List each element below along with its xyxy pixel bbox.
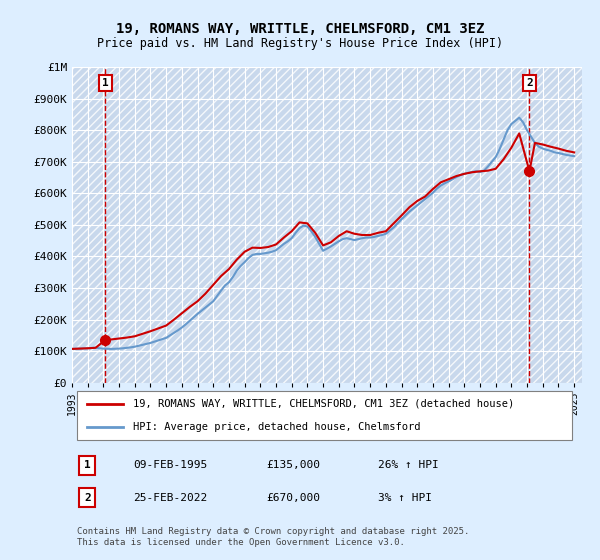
- Text: 2: 2: [526, 78, 533, 88]
- Text: 19, ROMANS WAY, WRITTLE, CHELMSFORD, CM1 3EZ: 19, ROMANS WAY, WRITTLE, CHELMSFORD, CM1…: [116, 22, 484, 36]
- Text: Contains HM Land Registry data © Crown copyright and database right 2025.
This d: Contains HM Land Registry data © Crown c…: [77, 527, 469, 547]
- Text: 1: 1: [84, 460, 91, 470]
- Text: 3% ↑ HPI: 3% ↑ HPI: [378, 493, 432, 503]
- Text: £135,000: £135,000: [266, 460, 320, 470]
- FancyBboxPatch shape: [77, 391, 572, 440]
- Text: 2: 2: [84, 493, 91, 503]
- Text: 09-FEB-1995: 09-FEB-1995: [133, 460, 208, 470]
- Text: 19, ROMANS WAY, WRITTLE, CHELMSFORD, CM1 3EZ (detached house): 19, ROMANS WAY, WRITTLE, CHELMSFORD, CM1…: [133, 399, 514, 409]
- Text: £670,000: £670,000: [266, 493, 320, 503]
- Text: Price paid vs. HM Land Registry's House Price Index (HPI): Price paid vs. HM Land Registry's House …: [97, 38, 503, 50]
- Text: HPI: Average price, detached house, Chelmsford: HPI: Average price, detached house, Chel…: [133, 422, 421, 432]
- Text: 26% ↑ HPI: 26% ↑ HPI: [378, 460, 439, 470]
- Text: 1: 1: [102, 78, 109, 88]
- Text: 25-FEB-2022: 25-FEB-2022: [133, 493, 208, 503]
